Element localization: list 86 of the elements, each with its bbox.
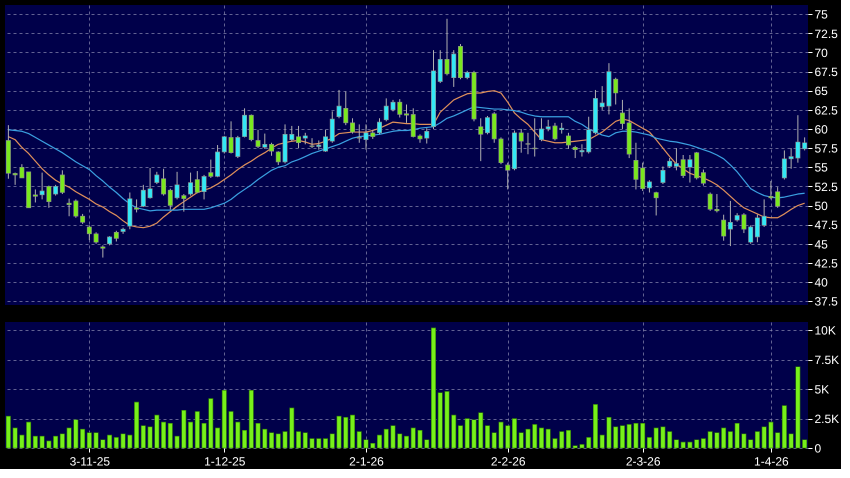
y-tick-label: 70 xyxy=(814,46,828,60)
candlestick xyxy=(181,194,186,212)
candlestick xyxy=(424,128,430,144)
candlestick xyxy=(242,108,248,138)
candlestick xyxy=(66,198,72,217)
y-tick-label: 60 xyxy=(814,122,828,136)
y-tick-label: 75 xyxy=(814,8,828,22)
candlestick xyxy=(390,99,396,112)
y-tick-label: 57.5 xyxy=(814,142,838,156)
candlestick xyxy=(302,132,308,145)
candlestick xyxy=(438,50,443,84)
candlestick xyxy=(708,192,713,212)
candlestick xyxy=(700,169,706,186)
candlestick xyxy=(235,135,240,159)
y-tick-label: 7.5K xyxy=(814,353,840,368)
candlestick xyxy=(377,118,382,135)
candlestick xyxy=(107,236,112,246)
candlestick xyxy=(60,170,65,195)
y-tick-label: 5K xyxy=(814,382,830,397)
candlestick xyxy=(654,191,659,216)
candlestick xyxy=(646,180,652,193)
bar xyxy=(390,425,396,448)
candlestick xyxy=(566,132,571,150)
candlestick xyxy=(364,124,368,150)
y-tick-label: 45 xyxy=(814,237,828,252)
bar xyxy=(397,434,402,448)
candlestick xyxy=(478,118,484,162)
candlestick xyxy=(444,18,450,76)
bar xyxy=(418,430,422,448)
y-tick-label: 62.5 xyxy=(814,103,838,118)
candlestick xyxy=(714,194,720,213)
bar xyxy=(404,436,409,448)
candlestick xyxy=(410,108,416,138)
bar xyxy=(444,391,450,448)
y-tick-label: 42.5 xyxy=(814,256,838,270)
candlestick xyxy=(572,145,578,159)
candlestick xyxy=(667,158,672,169)
y-tick-label: 50 xyxy=(814,199,828,214)
bar xyxy=(410,428,416,448)
candlestick xyxy=(310,138,314,149)
x-tick-label: 2-2-26 xyxy=(490,454,526,468)
candlestick xyxy=(526,132,530,155)
y-tick-label: 52.5 xyxy=(814,180,838,194)
x-tick-label: 3-11-25 xyxy=(70,454,110,468)
y-tick-label: 47.5 xyxy=(814,218,838,232)
y-tick-label: 10K xyxy=(814,324,836,338)
bar xyxy=(377,434,382,448)
candlestick xyxy=(256,129,261,149)
candlestick xyxy=(660,166,666,185)
candlestick xyxy=(114,230,119,242)
y-tick-label: 37.5 xyxy=(814,294,838,309)
candlestick xyxy=(336,89,342,119)
bar xyxy=(431,328,436,448)
y-tick-label: 2.5K xyxy=(814,412,840,426)
candlestick xyxy=(721,214,726,242)
bar xyxy=(364,439,368,448)
candlestick xyxy=(728,200,733,247)
bar xyxy=(451,414,456,448)
candlestick xyxy=(404,104,409,124)
bar xyxy=(356,431,362,448)
candlestick xyxy=(451,50,456,88)
candlestick xyxy=(100,244,106,258)
y-tick-label: 65 xyxy=(814,84,828,98)
line-series xyxy=(8,106,806,212)
y-tick-label: 0 xyxy=(814,442,822,456)
x-tick-label: 2-3-26 xyxy=(626,454,661,468)
x-tick-label: 2-1-26 xyxy=(349,454,384,468)
x-tick-label: 1-4-26 xyxy=(754,454,790,468)
candlestick xyxy=(505,162,510,190)
bar xyxy=(384,428,389,448)
candlestick xyxy=(188,172,194,196)
candlestick xyxy=(330,110,335,144)
y-tick-label: 72.5 xyxy=(814,26,838,41)
bar xyxy=(438,392,443,448)
candlestick xyxy=(370,129,376,140)
x-tick-label: 1-12-25 xyxy=(204,454,246,468)
candlestick xyxy=(498,136,504,165)
bar xyxy=(370,442,376,448)
y-tick-label: 67.5 xyxy=(814,65,838,80)
line-series xyxy=(8,90,806,228)
candlestick xyxy=(397,98,402,118)
bar xyxy=(424,439,430,448)
y-tick-label: 40 xyxy=(814,276,828,290)
candlestick xyxy=(384,98,389,122)
y-tick-label: 55 xyxy=(814,160,828,175)
candlestick xyxy=(356,124,362,144)
